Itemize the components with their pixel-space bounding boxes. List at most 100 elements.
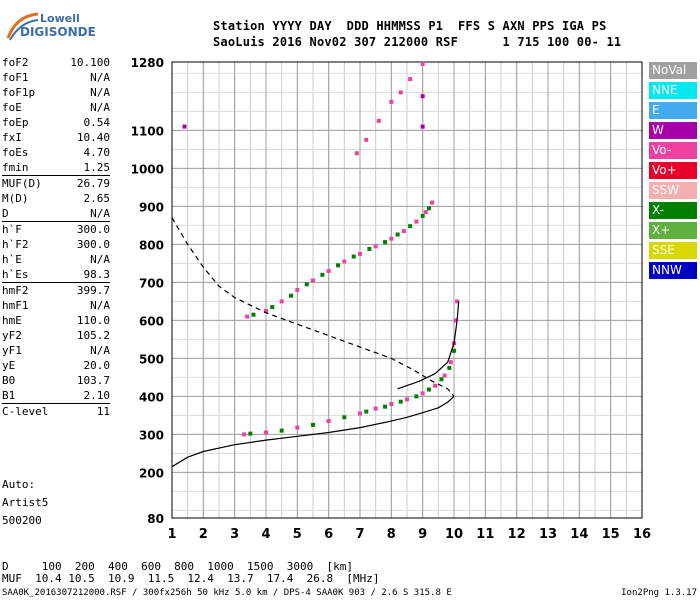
param-row: hmE 110.0	[2, 313, 110, 328]
data-point	[448, 360, 453, 365]
chart-grid	[171, 61, 643, 519]
footer-distance-row: D 100 200 400 600 800 1000 1500 3000 [km…	[2, 560, 353, 573]
param-row: hmF2 399.7	[2, 282, 110, 298]
data-point	[373, 406, 378, 411]
param-value: 105.2	[76, 329, 110, 342]
legend-item: Vo+	[649, 162, 697, 179]
legend-item: SSW	[649, 182, 697, 199]
x-tick-label: 8	[387, 527, 396, 542]
data-point	[295, 288, 300, 292]
param-value: 4.70	[83, 146, 111, 159]
header-line1: Station YYYY DAY DDD HHMMSS P1 FFS S AXN…	[213, 19, 607, 33]
param-row: B1 2.10	[2, 388, 110, 403]
param-value: N/A	[90, 207, 110, 220]
logo-line2: DIGISONDE	[20, 25, 96, 39]
data-point	[420, 213, 425, 218]
param-label: foEp	[2, 116, 29, 129]
data-point	[320, 272, 325, 277]
x-tick-label: 7	[355, 527, 364, 542]
data-point	[395, 232, 400, 237]
param-value: N/A	[90, 71, 110, 84]
param-label: h`E	[2, 253, 22, 266]
param-label: foE	[2, 101, 22, 114]
param-row: h`F2 300.0	[2, 237, 110, 252]
legend-item: X+	[649, 222, 697, 239]
logo-line1: Lowell	[40, 12, 80, 25]
auto-label: Auto:	[2, 478, 36, 491]
chart-marks	[182, 61, 460, 437]
param-value: 1.25	[83, 161, 111, 174]
x-tick-label: 1	[167, 527, 176, 542]
data-point	[420, 124, 425, 129]
data-point	[426, 387, 431, 392]
data-point	[279, 299, 284, 304]
param-value: N/A	[90, 86, 110, 99]
y-tick-label: 80	[147, 512, 164, 526]
y-tick-label: 300	[139, 428, 164, 442]
param-label: foEs	[2, 146, 29, 159]
y-tick-label: 1000	[131, 162, 164, 176]
y-tick-label: 900	[139, 200, 164, 214]
y-tick-label: 1100	[131, 124, 164, 138]
param-value: 98.3	[83, 268, 111, 281]
data-point	[389, 402, 394, 406]
data-point	[398, 90, 403, 95]
legend: NoVal NNE E W Vo- Vo+ SSW X- X+ SSE NNW	[649, 62, 697, 282]
param-value: 110.0	[76, 314, 110, 327]
data-point	[439, 377, 444, 382]
auto-code: 500200	[2, 514, 42, 527]
header-line2: SaoLuis 2016 Nov02 307 212000 RSF 1 715 …	[213, 35, 622, 49]
x-tick-label: 10	[445, 527, 463, 542]
param-row: h`Es 98.3	[2, 267, 110, 282]
data-point	[279, 428, 284, 433]
param-row: fmin 1.25	[2, 160, 110, 175]
param-value: N/A	[90, 299, 110, 312]
legend-item: X-	[649, 202, 697, 219]
auto-artist: Artist5	[2, 496, 49, 509]
param-row: h`E N/A	[2, 252, 110, 267]
data-point	[383, 240, 388, 245]
legend-item: NoVal	[649, 62, 697, 79]
x-tick-label: 14	[570, 527, 588, 542]
data-point	[420, 391, 425, 396]
param-value: 2.65	[83, 192, 111, 205]
legend-item: Vo-	[649, 142, 697, 159]
param-value: N/A	[90, 101, 110, 114]
profile-curve	[171, 395, 455, 468]
data-point	[311, 278, 315, 283]
footer-muf-row: MUF 10.4 10.5 10.9 11.5 12.4 13.7 17.4 2…	[2, 572, 380, 585]
legend-item: NNE	[649, 82, 697, 99]
data-point	[430, 200, 435, 205]
x-tick-label: 11	[476, 527, 494, 542]
y-tick-label: 500	[139, 352, 164, 366]
data-point	[342, 259, 347, 264]
data-point	[398, 399, 403, 404]
plot-frame	[171, 61, 643, 519]
param-label: fmin	[2, 161, 29, 174]
param-label: MUF(D)	[2, 177, 42, 190]
data-point	[326, 419, 331, 424]
param-value: 103.7	[76, 374, 110, 387]
param-label: foF1	[2, 71, 29, 84]
digisonde-logo: Lowell DIGISONDE	[6, 10, 96, 44]
param-value: 20.0	[83, 359, 111, 372]
data-point	[408, 77, 413, 82]
data-point	[453, 318, 458, 323]
param-row: yE 20.0	[2, 358, 110, 373]
param-row: yF2 105.2	[2, 328, 110, 343]
y-tick-label: 800	[139, 238, 164, 252]
y-tick-label: 1280	[131, 56, 164, 70]
data-point	[420, 61, 425, 66]
data-point	[452, 348, 456, 353]
data-point	[423, 210, 428, 215]
data-point	[383, 404, 388, 409]
param-label: fxI	[2, 131, 22, 144]
param-row: h`F 300.0	[2, 221, 110, 237]
param-value: 10.40	[76, 131, 110, 144]
footer-filename: SAA0K_2016307212000.RSF / 300fx256h 50 k…	[2, 588, 452, 598]
data-point	[242, 432, 247, 437]
data-point	[304, 282, 309, 287]
param-label: hmE	[2, 314, 22, 327]
data-point	[414, 394, 419, 399]
data-point	[405, 397, 409, 402]
